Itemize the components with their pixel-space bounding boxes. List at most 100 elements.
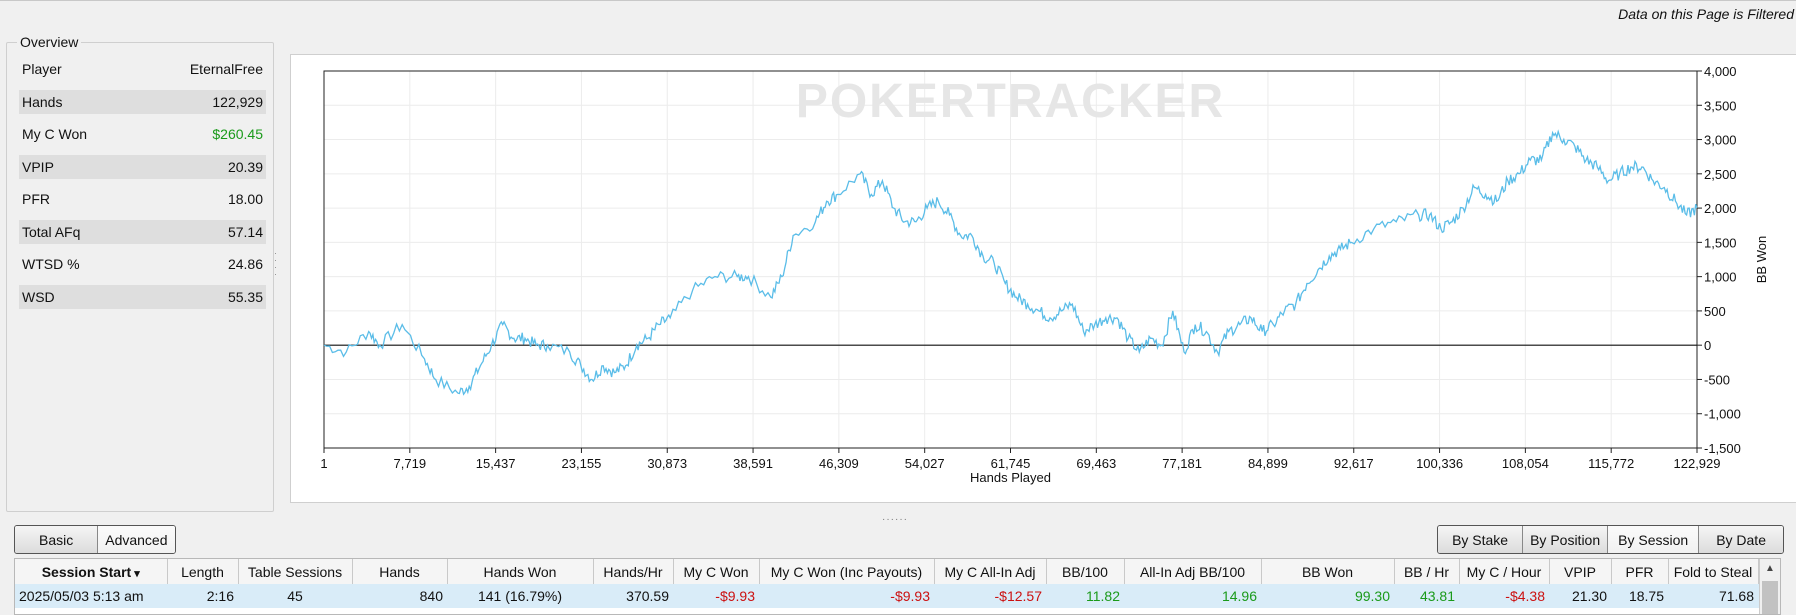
x-tick-label: 46,309 [819, 456, 859, 471]
column-header-label: BB / Hr [1403, 563, 1450, 580]
overview-title: Overview [17, 34, 82, 50]
y-tick-label: 4,000 [1704, 64, 1737, 79]
column-header[interactable]: Hands [352, 559, 448, 584]
basic-tab[interactable]: Basic [15, 526, 98, 553]
table-cell: 14.96 [1124, 584, 1261, 608]
table-cell: 2025/05/03 5:13 am [15, 584, 167, 608]
overview-panel: Overview Player EternalFree Hands 122,929 My… [6, 34, 274, 512]
y-tick-label: 2,500 [1704, 167, 1737, 182]
column-header[interactable]: Fold to Steal [1668, 559, 1759, 584]
overview-row: PFR 18.00 [19, 187, 266, 211]
grouping-tabs: By Stake By Position By Session By Date [1437, 525, 1784, 554]
by-date-tab[interactable]: By Date [1698, 526, 1783, 553]
column-header[interactable]: My C All-In Adj [934, 559, 1047, 584]
x-tick-label: 30,873 [647, 456, 687, 471]
horizontal-splitter-handle[interactable]: ······ [882, 514, 908, 525]
table-cell: -$9.93 [673, 584, 759, 608]
by-session-tab[interactable]: By Session [1607, 526, 1699, 553]
column-header[interactable]: PFR [1611, 559, 1669, 584]
advanced-tab[interactable]: Advanced [97, 526, 175, 553]
column-header-label: My C / Hour [1466, 563, 1542, 580]
bb-won-chart-panel: POKERTRACKER 1 7,719 15,437 23,155 30,873 38,5… [290, 54, 1796, 503]
y-tick-label: 3,000 [1704, 133, 1737, 148]
column-header[interactable]: All-In Adj BB/100 [1124, 559, 1262, 584]
x-tick-label: 61,745 [991, 456, 1031, 471]
column-header-label: All-In Adj BB/100 [1139, 563, 1246, 580]
view-mode-toggle: Basic Advanced [14, 525, 176, 554]
x-tick-label: 115,772 [1588, 456, 1634, 471]
table-row[interactable]: 2025/05/03 5:13 am 2:16 45 840 141 (16.79%) 3… [15, 584, 1779, 608]
table-cell: 71.68 [1668, 584, 1758, 608]
bb-won-series-line [323, 129, 1698, 396]
table-cell: 840 [352, 584, 447, 608]
column-header-label: Session Start [41, 563, 132, 580]
column-header-session-start[interactable]: Session Start ▾ [15, 559, 168, 584]
column-header[interactable]: My C Won (Inc Payouts) [759, 559, 935, 584]
overview-value: 122,929 [212, 93, 263, 110]
overview-value: 55.35 [227, 288, 263, 305]
table-vertical-scrollbar[interactable]: ▲ [1759, 559, 1780, 614]
y-tick-label: -1,500 [1704, 441, 1741, 456]
column-header[interactable]: BB Won [1261, 559, 1395, 584]
overview-label: My C Won [22, 126, 88, 142]
y-tick-label: 0 [1704, 338, 1711, 353]
overview-label: WSD [22, 288, 55, 305]
table-cell: 141 (16.79%) [447, 584, 593, 608]
column-header[interactable]: BB / Hr [1394, 559, 1460, 584]
column-header-label: My C All-In Adj [944, 563, 1036, 580]
overview-label: VPIP [22, 158, 54, 175]
by-stake-tab[interactable]: By Stake [1438, 526, 1523, 553]
x-tick-label: 100,336 [1416, 456, 1463, 471]
by-position-tab[interactable]: By Position [1522, 526, 1608, 553]
x-tick-label: 77,181 [1162, 456, 1202, 471]
x-tick-label: 38,591 [733, 456, 773, 471]
filter-notice: Data on this Page is Filtered [1618, 6, 1794, 22]
overview-value: EternalFree [189, 61, 263, 77]
x-axis-label: Hands Played [970, 470, 1051, 485]
column-header-label: BB/100 [1062, 563, 1108, 580]
column-header[interactable]: Hands/Hr [593, 559, 674, 584]
overview-row: My C Won $260.45 [19, 122, 266, 146]
column-header[interactable]: My C / Hour [1459, 559, 1550, 584]
x-tick-label: 92,617 [1334, 456, 1374, 471]
column-header[interactable]: BB/100 [1046, 559, 1125, 584]
overview-label: Player [22, 61, 62, 77]
overview-value: 18.00 [227, 191, 263, 207]
scrollbar-thumb[interactable] [1762, 581, 1778, 614]
column-header[interactable]: Table Sessions [238, 559, 353, 584]
bb-won-line-chart: POKERTRACKER 1 7,719 15,437 23,155 30,873 38,5… [320, 64, 1769, 485]
vertical-splitter-handle[interactable]: · · · · [274, 248, 277, 279]
table-cell: -$9.93 [759, 584, 934, 608]
column-header[interactable]: VPIP [1549, 559, 1612, 584]
column-header-label: PFR [1625, 563, 1654, 580]
column-header-label: Hands Won [483, 563, 557, 580]
x-tick-label: 1 [320, 456, 327, 471]
overview-label: Total AFq [22, 223, 81, 240]
scroll-up-icon[interactable]: ▲ [1765, 563, 1775, 574]
overview-row: Player EternalFree [19, 57, 266, 81]
overview-label: WTSD % [22, 256, 80, 272]
x-tick-label: 122,929 [1674, 456, 1721, 471]
x-tick-label: 23,155 [562, 456, 602, 471]
y-tick-label: 1,500 [1704, 235, 1737, 250]
overview-label: PFR [22, 191, 50, 207]
y-tick-label: 2,000 [1704, 201, 1737, 216]
overview-row: WTSD % 24.86 [19, 252, 266, 276]
x-tick-label: 108,054 [1502, 456, 1549, 471]
overview-value: 20.39 [227, 158, 263, 175]
window-top-border [0, 0, 1796, 1]
y-tick-label: -500 [1704, 372, 1730, 387]
overview-value: 57.14 [227, 223, 263, 240]
column-header-label: Length [181, 563, 224, 580]
column-header[interactable]: Length [167, 559, 239, 584]
column-header-label: Hands [379, 563, 420, 580]
overview-value: $260.45 [212, 126, 263, 142]
table-cell: -$12.57 [934, 584, 1046, 608]
table-cell: -$4.38 [1459, 584, 1549, 608]
table-cell: 43.81 [1394, 584, 1459, 608]
column-header[interactable]: Hands Won [447, 559, 594, 584]
overview-label: Hands [22, 93, 63, 110]
column-header[interactable]: My C Won [673, 559, 760, 584]
column-header-label: Hands/Hr [603, 563, 663, 580]
y-tick-label: -1,000 [1704, 407, 1741, 422]
